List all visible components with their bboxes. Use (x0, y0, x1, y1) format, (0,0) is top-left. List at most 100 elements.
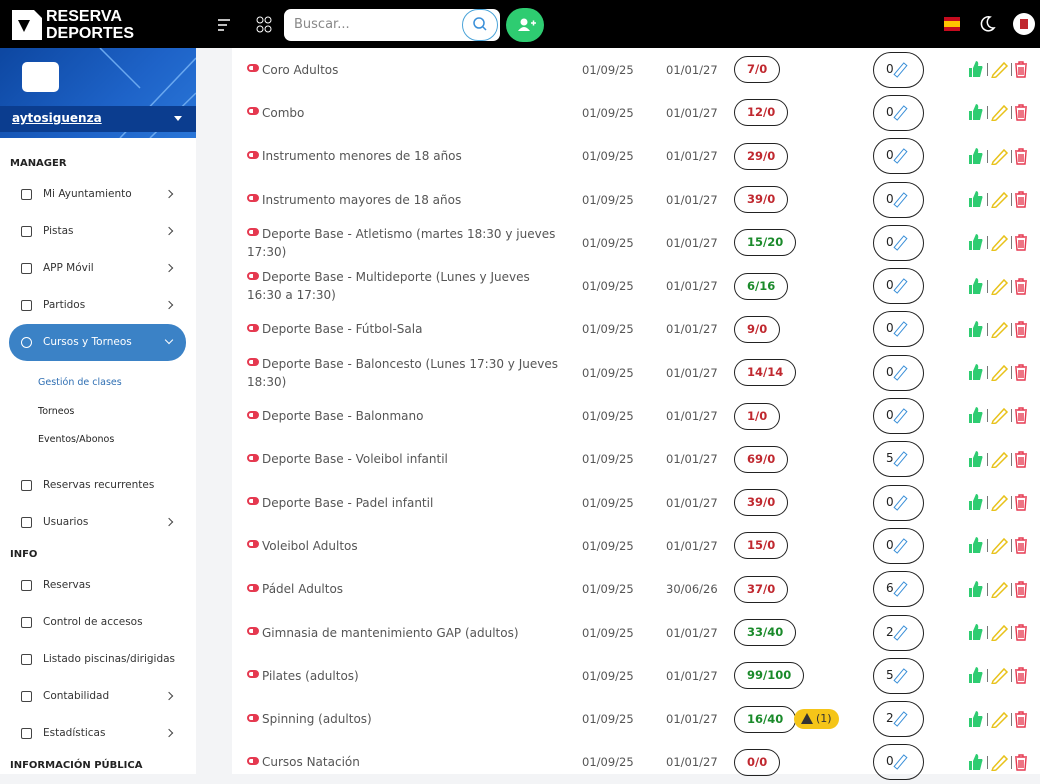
notes-button[interactable]: 5 (873, 441, 924, 478)
notes-button[interactable]: 6 (873, 571, 924, 608)
menu-label: Reservas (43, 578, 91, 591)
menu-item[interactable]: Reservas recurrentes (0, 467, 186, 504)
row-actions[interactable] (967, 710, 1037, 729)
row-actions[interactable] (967, 363, 1037, 383)
toolbar-icons[interactable] (216, 16, 276, 34)
occupancy-badge[interactable]: 29/0 (734, 142, 789, 170)
notes-button[interactable]: 0 (873, 181, 924, 218)
end-date: 01/01/27 (666, 105, 718, 120)
avatar[interactable] (1012, 12, 1036, 36)
menu-item[interactable]: Pistas (0, 213, 186, 250)
status-toggle[interactable] (247, 453, 259, 462)
occupancy-badge[interactable]: 14/14 (734, 359, 797, 387)
occupancy-badge[interactable]: 39/0 (734, 489, 789, 517)
menu-item[interactable]: Usuarios (0, 504, 186, 541)
row-actions[interactable] (967, 623, 1037, 642)
row-actions[interactable] (967, 406, 1037, 426)
occupancy-badge[interactable]: 9/0 (734, 315, 781, 343)
edit-icon (893, 494, 908, 511)
occupancy-badge[interactable]: 37/0 (734, 575, 789, 603)
row-actions[interactable] (967, 450, 1037, 469)
notes-button[interactable]: 0 (873, 311, 924, 348)
notes-button[interactable]: 0 (873, 744, 924, 781)
occupancy-badge[interactable]: 0/0 (734, 748, 781, 776)
submenu-item[interactable]: Gestión de clases (38, 377, 122, 388)
status-toggle[interactable] (247, 107, 259, 116)
occupancy-badge[interactable]: 39/0 (734, 186, 789, 214)
occupancy-badge[interactable]: 33/40 (734, 619, 797, 647)
occupancy-badge[interactable]: 15/0 (734, 532, 789, 560)
status-toggle[interactable] (247, 670, 259, 679)
status-toggle[interactable] (247, 194, 259, 203)
menu-item[interactable]: Listado piscinas/dirigidas (0, 641, 186, 678)
notes-button[interactable]: 0 (873, 224, 924, 261)
notes-button[interactable]: 0 (873, 484, 924, 521)
status-toggle[interactable] (247, 627, 259, 636)
end-date: 01/01/27 (666, 365, 718, 380)
occupancy-badge[interactable]: 12/0 (734, 99, 789, 127)
end-date: 01/01/27 (666, 279, 718, 294)
occupancy-badge[interactable]: 7/0 (734, 56, 781, 84)
class-name: Deporte Base - Voleibol infantil (247, 450, 567, 468)
status-toggle[interactable] (247, 64, 259, 73)
row-actions[interactable] (967, 580, 1037, 599)
status-toggle[interactable] (247, 271, 259, 280)
status-toggle[interactable] (247, 410, 259, 419)
add-user-button[interactable] (506, 8, 544, 42)
start-date: 01/09/25 (582, 279, 634, 294)
row-actions[interactable] (967, 147, 1037, 166)
account-selector[interactable]: aytosiguenza (0, 106, 196, 132)
notes-button[interactable]: 0 (873, 94, 924, 131)
status-toggle[interactable] (247, 497, 259, 506)
menu-item[interactable]: Cursos y Torneos (9, 324, 186, 361)
row-actions[interactable] (967, 277, 1037, 296)
theme-toggle[interactable] (980, 15, 996, 33)
row-actions[interactable] (967, 493, 1037, 513)
notes-button[interactable]: 0 (873, 268, 924, 305)
row-actions[interactable] (967, 190, 1037, 209)
status-toggle[interactable] (247, 358, 259, 367)
search-button[interactable] (462, 9, 498, 41)
menu-item[interactable]: Contabilidad (0, 678, 186, 715)
row-actions[interactable] (967, 60, 1037, 80)
menu-icon (21, 516, 32, 528)
row-actions[interactable] (967, 666, 1037, 686)
status-toggle[interactable] (247, 713, 259, 722)
submenu-item[interactable]: Torneos (38, 405, 75, 417)
language-flag[interactable] (944, 17, 960, 31)
notes-button[interactable]: 0 (873, 51, 924, 88)
menu-item[interactable]: Mi Ayuntamiento (0, 176, 186, 213)
status-toggle[interactable] (247, 228, 259, 237)
menu-item[interactable]: Partidos (0, 287, 186, 324)
occupancy-badge[interactable]: 1/0 (734, 402, 781, 430)
row-actions[interactable] (967, 233, 1037, 253)
occupancy-badge[interactable]: 69/0 (734, 445, 789, 473)
menu-item[interactable]: Reservas (0, 567, 186, 604)
notes-button[interactable]: 5 (873, 657, 924, 694)
logo (12, 10, 42, 40)
warning-badge[interactable]: (1) (794, 709, 839, 730)
occupancy-badge[interactable]: 6/16 (734, 272, 789, 300)
status-toggle[interactable] (247, 150, 259, 159)
status-toggle[interactable] (247, 323, 259, 332)
submenu-item[interactable]: Eventos/Abonos (38, 434, 115, 445)
occupancy-badge[interactable]: 16/40 (734, 705, 797, 733)
row-actions[interactable] (967, 320, 1037, 339)
row-actions[interactable] (967, 536, 1037, 556)
occupancy-badge[interactable]: 15/20 (734, 229, 797, 257)
notes-button[interactable]: 0 (873, 527, 924, 564)
status-toggle[interactable] (247, 583, 259, 592)
notes-button[interactable]: 0 (873, 138, 924, 175)
menu-item[interactable]: APP Móvil (0, 250, 186, 287)
notes-button[interactable]: 0 (873, 398, 924, 435)
status-toggle[interactable] (247, 756, 259, 765)
notes-button[interactable]: 2 (873, 614, 924, 651)
notes-button[interactable]: 2 (873, 701, 924, 738)
status-toggle[interactable] (247, 540, 259, 549)
occupancy-badge[interactable]: 99/100 (734, 662, 805, 690)
row-actions[interactable] (967, 753, 1037, 772)
row-actions[interactable] (967, 103, 1037, 123)
menu-item[interactable]: Estadísticas (0, 715, 186, 752)
menu-item[interactable]: Control de accesos (0, 604, 186, 641)
notes-button[interactable]: 0 (873, 354, 924, 391)
